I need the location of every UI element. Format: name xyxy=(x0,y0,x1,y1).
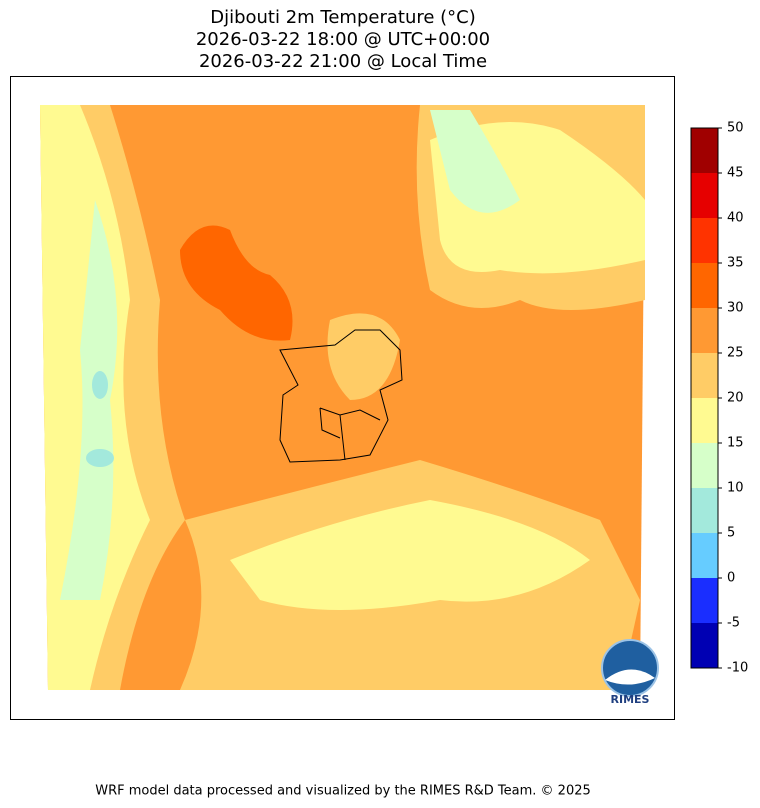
colorbar-bin xyxy=(691,623,718,668)
colorbar-tick-label: 35 xyxy=(727,256,744,271)
colorbar-bin xyxy=(691,533,718,578)
logo-text: RIMES xyxy=(611,693,650,706)
colorbar-tick-label: -10 xyxy=(727,661,748,676)
colorbar-tick-label: -5 xyxy=(727,616,740,631)
colorbar-bin xyxy=(691,128,718,173)
title-line: 2026-03-22 18:00 @ UTC+00:00 xyxy=(196,29,490,50)
colorbar-tick-label: 25 xyxy=(727,346,744,361)
colorbar-tick-label: 40 xyxy=(727,211,744,226)
title-line: 2026-03-22 21:00 @ Local Time xyxy=(199,51,487,72)
temperature-field xyxy=(40,105,645,690)
colorbar-tick-label: 45 xyxy=(727,166,744,181)
colorbar-bin xyxy=(691,578,718,623)
colorbar-bin xyxy=(691,488,718,533)
colorbar-tick-label: 10 xyxy=(727,481,744,496)
colorbar-tick-label: 20 xyxy=(727,391,744,406)
colorbar-tick-label: 0 xyxy=(727,571,735,586)
colorbar-bin xyxy=(691,308,718,353)
colorbar-bin xyxy=(691,443,718,488)
colorbar-tick-label: 15 xyxy=(727,436,744,451)
colorbar-bin xyxy=(691,218,718,263)
colorbar-bin xyxy=(691,353,718,398)
colorbar-tick-label: 5 xyxy=(727,526,735,541)
colorbar-bin xyxy=(691,398,718,443)
title-line: Djibouti 2m Temperature (°C) xyxy=(210,7,476,28)
footer: WRF model data processed and visualized … xyxy=(95,784,591,799)
colorbar-tick-label: 30 xyxy=(727,301,744,316)
colorbar-bin xyxy=(691,173,718,218)
colorbar-bin xyxy=(691,263,718,308)
colorbar: -10 -5 0 5 10 15 20 25 30 35 40 45 50 xyxy=(690,121,748,676)
logo: RIMES xyxy=(601,639,659,706)
colorbar-tick-label: 50 xyxy=(727,121,744,136)
